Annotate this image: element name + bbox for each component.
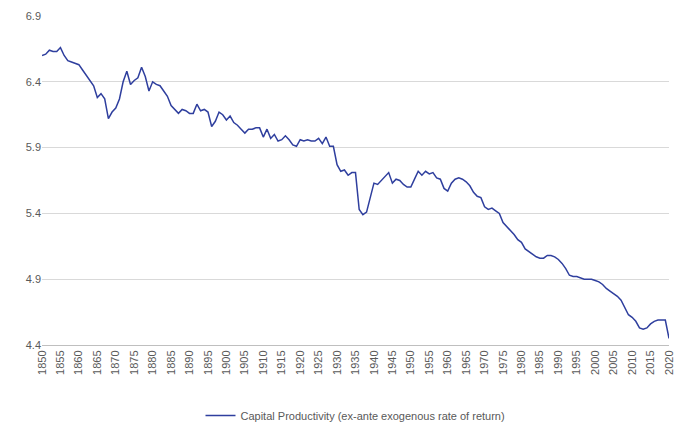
svg-text:1980: 1980 [515,350,527,374]
svg-text:2005: 2005 [607,350,619,374]
svg-text:6.4: 6.4 [26,76,41,88]
svg-text:5.9: 5.9 [26,141,41,153]
svg-text:2000: 2000 [589,350,601,374]
svg-text:1900: 1900 [220,350,232,374]
svg-text:1945: 1945 [386,350,398,374]
svg-text:1890: 1890 [183,350,195,374]
svg-text:1935: 1935 [349,350,361,374]
svg-text:1860: 1860 [72,350,84,374]
svg-text:4.9: 4.9 [26,273,41,285]
svg-text:1870: 1870 [109,350,121,374]
svg-text:1895: 1895 [202,350,214,374]
svg-text:1975: 1975 [497,350,509,374]
svg-text:1940: 1940 [368,350,380,374]
svg-text:1875: 1875 [128,350,140,374]
svg-text:1855: 1855 [54,350,66,374]
svg-text:1915: 1915 [275,350,287,374]
svg-text:1850: 1850 [36,350,48,374]
svg-text:4.4: 4.4 [26,339,41,351]
svg-text:1960: 1960 [441,350,453,374]
svg-text:1970: 1970 [478,350,490,374]
svg-text:1905: 1905 [238,350,250,374]
svg-text:2020: 2020 [663,350,675,374]
svg-text:1990: 1990 [552,350,564,374]
svg-text:Capital Productivity (ex-ante: Capital Productivity (ex-ante exogenous … [241,410,505,422]
svg-text:1865: 1865 [91,350,103,374]
svg-text:1930: 1930 [331,350,343,374]
svg-text:6.9: 6.9 [26,10,41,22]
svg-text:1910: 1910 [257,350,269,374]
svg-text:2015: 2015 [644,350,656,374]
svg-text:1925: 1925 [312,350,324,374]
svg-text:1965: 1965 [460,350,472,374]
svg-text:1995: 1995 [570,350,582,374]
svg-text:1950: 1950 [404,350,416,374]
svg-text:1955: 1955 [423,350,435,374]
svg-text:1920: 1920 [294,350,306,374]
svg-text:1985: 1985 [533,350,545,374]
svg-text:2010: 2010 [626,350,638,374]
svg-text:5.4: 5.4 [26,207,41,219]
svg-text:1885: 1885 [165,350,177,374]
svg-text:1880: 1880 [146,350,158,374]
